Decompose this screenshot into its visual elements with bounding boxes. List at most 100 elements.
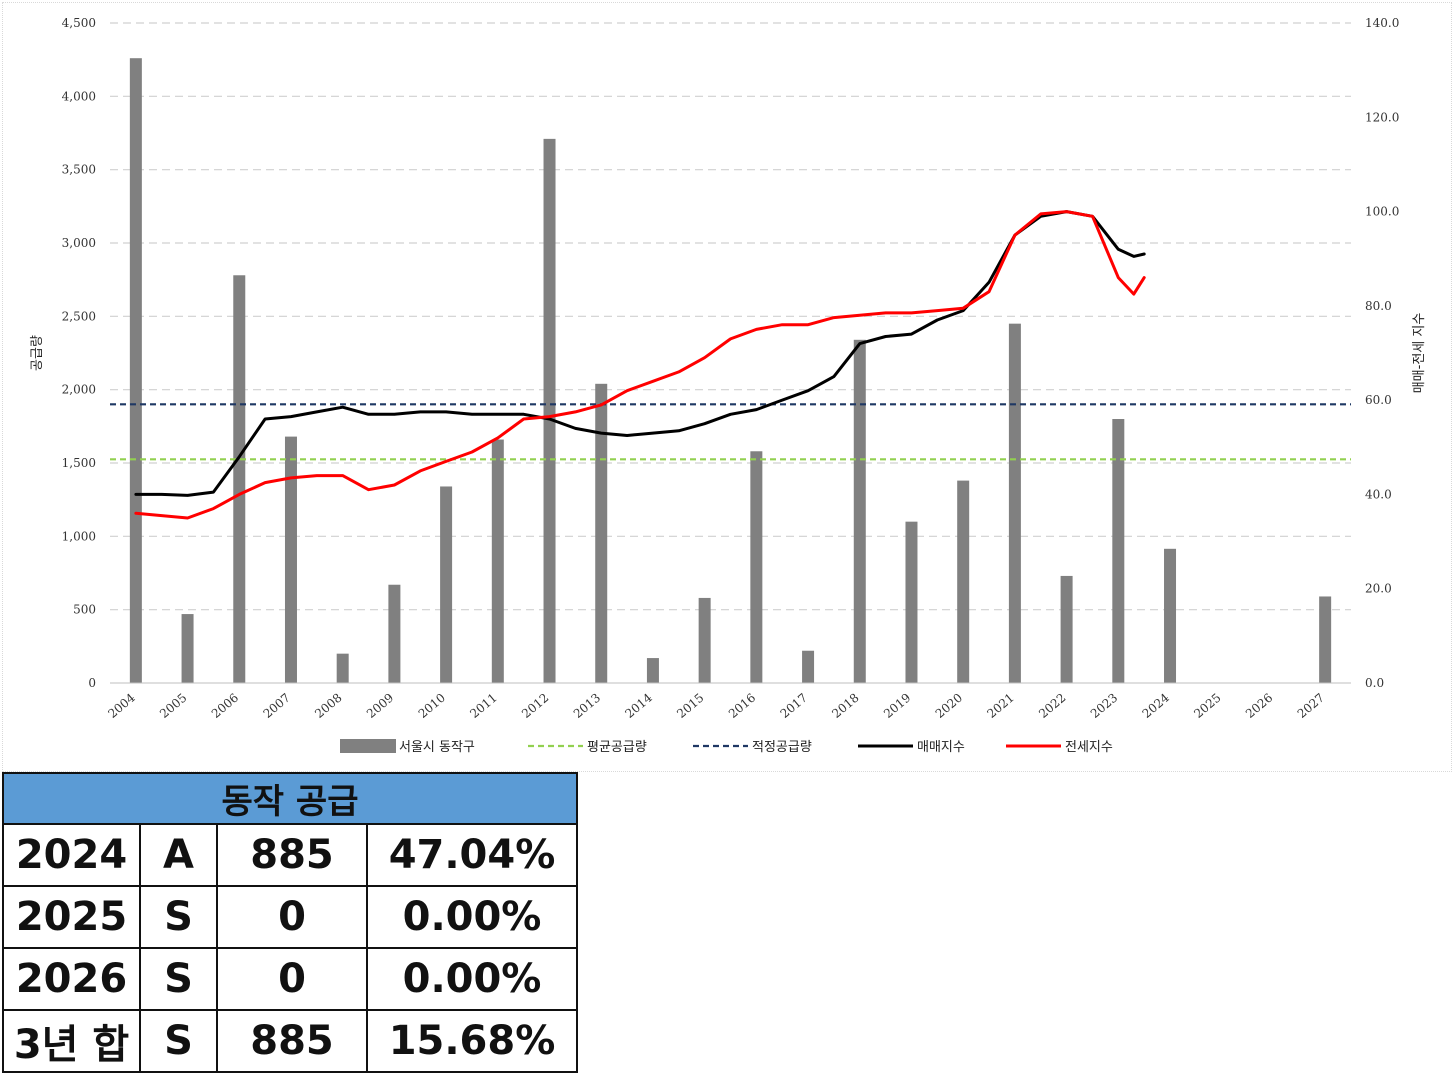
- x-tick-label: 2022: [1036, 691, 1068, 721]
- legend-swatch: [340, 739, 396, 753]
- bar: [491, 439, 504, 683]
- legend-label: 적정공급량: [752, 740, 812, 755]
- y-left-tick-label: 1,000: [62, 529, 96, 543]
- bar: [646, 658, 659, 683]
- x-tick-label: 2014: [622, 690, 655, 721]
- series-line: [134, 210, 1146, 520]
- index-lines: [134, 210, 1146, 520]
- x-tick-label: 2026: [1243, 691, 1275, 721]
- y-right-tick-label: 20.0: [1365, 582, 1392, 596]
- table-header-row: 동작 공급: [2, 772, 578, 825]
- reference-lines: [110, 403, 1351, 461]
- x-tick-label: 2019: [881, 691, 913, 721]
- supply-table: 동작 공급 2024 A 885 47.04% 2025 S 0 0.00% 2…: [2, 772, 578, 1073]
- x-tick-label: 2024: [1140, 690, 1173, 721]
- legend: 서울시 동작구 평균공급량 적정공급량 매매지수 전세지수: [340, 739, 1113, 755]
- table-cell-grade: S: [139, 947, 218, 1011]
- series-line: [134, 210, 1146, 497]
- y-left-tick-label: 3,000: [62, 236, 96, 250]
- y-left-tick-label: 500: [73, 603, 96, 617]
- bar: [595, 383, 608, 683]
- x-tick-label: 2018: [829, 691, 861, 721]
- table-row: 3년 합 S 885 15.68%: [2, 1009, 578, 1073]
- bar: [1164, 548, 1177, 683]
- bar: [543, 138, 556, 683]
- bar: [1112, 419, 1125, 683]
- bar: [802, 650, 815, 683]
- bar: [750, 451, 763, 683]
- table-cell-year: 2024: [2, 823, 141, 887]
- y-right-axis-title: 매매-전세 지수: [1412, 313, 1427, 394]
- bar: [129, 58, 142, 683]
- x-tick-label: 2023: [1088, 691, 1120, 721]
- x-tick-label: 2025: [1191, 691, 1223, 721]
- grid-lines: [110, 22, 1351, 611]
- x-tick-label: 2012: [519, 691, 551, 721]
- x-tick-label: 2013: [571, 691, 603, 721]
- x-tick-label: 2020: [933, 691, 965, 721]
- bar: [388, 584, 401, 683]
- table-cell-percent: 15.68%: [366, 1009, 578, 1073]
- x-tick-label: 2004: [105, 690, 138, 721]
- table-cell-grade: A: [139, 823, 218, 887]
- table-cell-percent: 0.00%: [366, 947, 578, 1011]
- x-tick-label: 2017: [778, 691, 810, 721]
- y-right-tick-label: 120.0: [1365, 110, 1399, 124]
- table-cell-grade: S: [139, 885, 218, 949]
- table-cell-supply: 0: [216, 885, 368, 949]
- table-row: 2025 S 0 0.00%: [2, 885, 578, 949]
- table-cell-year: 2025: [2, 885, 141, 949]
- bar: [853, 339, 866, 683]
- bar: [1060, 575, 1073, 683]
- table-title: 동작 공급: [2, 772, 578, 825]
- bar: [181, 614, 194, 683]
- x-tick-label: 2008: [312, 691, 344, 721]
- y-left-axis-title: 공급량: [30, 335, 45, 371]
- supply-index-chart: 0 500 1,000 1,500 2,000 2,500 3,000 3,500 4,000 4…: [30, 16, 1427, 755]
- table-cell-supply: 885: [216, 1009, 368, 1073]
- x-tick-label: 2010: [416, 691, 448, 721]
- table-cell-year: 3년 합: [2, 1009, 141, 1073]
- y-right-tick-label: 80.0: [1365, 299, 1392, 313]
- bar: [1008, 323, 1021, 683]
- y-left-tick-label: 2,500: [62, 309, 96, 323]
- x-tick-label: 2007: [261, 691, 293, 721]
- bar: [284, 436, 297, 683]
- legend-label: 평균공급량: [587, 740, 647, 755]
- y-left-tick-label: 1,500: [62, 456, 96, 470]
- table-cell-percent: 0.00%: [366, 885, 578, 949]
- legend-label: 전세지수: [1065, 740, 1113, 755]
- x-tick-label: 2021: [984, 691, 1016, 721]
- y-right-tick-label: 100.0: [1365, 205, 1399, 219]
- y-right-tick-label: 0.0: [1365, 676, 1384, 690]
- legend-label: 매매지수: [917, 740, 965, 755]
- table-cell-grade: S: [139, 1009, 218, 1073]
- y-left-tick-label: 4,500: [62, 16, 96, 30]
- x-tick-label: 2005: [157, 691, 189, 721]
- legend-label: 서울시 동작구: [399, 740, 475, 755]
- chart-container: 0 500 1,000 1,500 2,000 2,500 3,000 3,500 4,000 4…: [2, 2, 1452, 772]
- bar: [957, 480, 970, 683]
- bar-series: [129, 58, 1332, 683]
- x-tick-label: 2006: [209, 691, 241, 721]
- table-row: 2026 S 0 0.00%: [2, 947, 578, 1011]
- bar: [1319, 596, 1332, 683]
- bar: [336, 653, 349, 683]
- bar: [233, 275, 246, 683]
- table-row: 2024 A 885 47.04%: [2, 823, 578, 887]
- bar: [905, 521, 918, 683]
- bar: [440, 486, 453, 683]
- y-left-tick-label: 0: [88, 676, 96, 690]
- y-right-tick-label: 40.0: [1365, 487, 1392, 501]
- y-left-tick-label: 4,000: [62, 89, 96, 103]
- x-tick-label: 2027: [1295, 691, 1327, 721]
- y-left-tick-label: 3,500: [62, 163, 96, 177]
- y-right-tick-label: 60.0: [1365, 393, 1392, 407]
- bar: [698, 597, 711, 683]
- y-right-tick-label: 140.0: [1365, 16, 1399, 30]
- x-tick-label: 2009: [364, 691, 396, 721]
- table-cell-supply: 885: [216, 823, 368, 887]
- x-tick-label: 2016: [726, 691, 758, 721]
- x-tick-label: 2011: [467, 691, 499, 721]
- table-cell-supply: 0: [216, 947, 368, 1011]
